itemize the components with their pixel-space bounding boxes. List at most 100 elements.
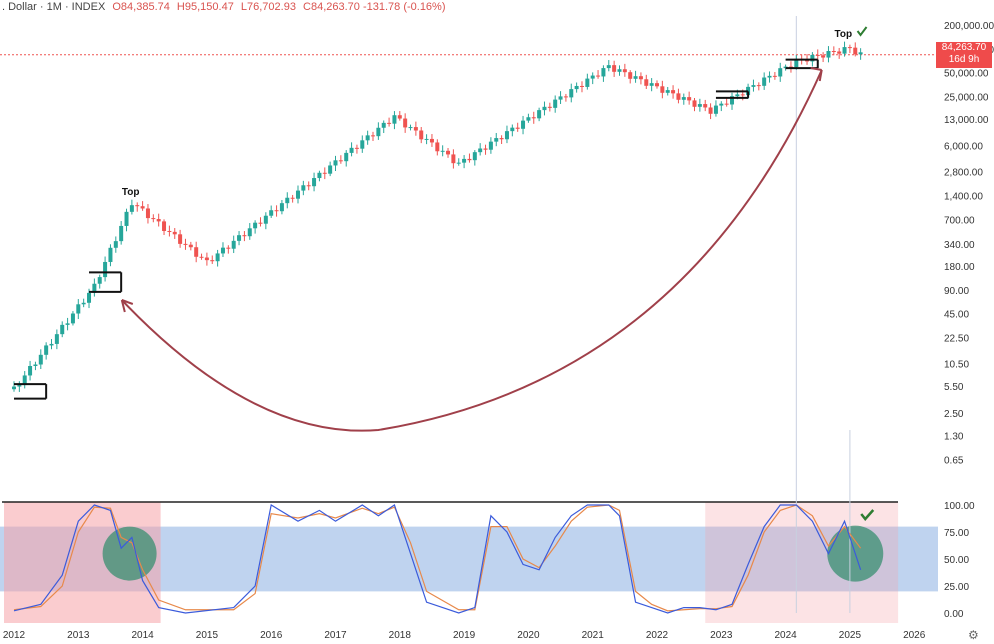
y-tick-label: 340.00 bbox=[944, 240, 975, 251]
candle-body bbox=[558, 96, 563, 100]
last-price-value: 84,263.70 bbox=[941, 42, 987, 53]
candle-body bbox=[387, 122, 392, 124]
stoch-d-line bbox=[13, 504, 862, 612]
top-label-2025: Top bbox=[835, 29, 853, 40]
candle-body bbox=[397, 115, 402, 119]
osc-y-tick-label: 50.00 bbox=[944, 555, 969, 566]
candle-body bbox=[290, 197, 295, 199]
candle-body bbox=[815, 54, 820, 56]
candle-body bbox=[462, 158, 467, 163]
candle-body bbox=[767, 75, 772, 78]
candle-body bbox=[129, 205, 134, 212]
stoch-k-line bbox=[13, 504, 862, 614]
candle-body bbox=[376, 127, 381, 137]
candle-body bbox=[563, 96, 568, 98]
highlight-circle-2013 bbox=[102, 526, 157, 581]
change-value: -131.78 (-0.16%) bbox=[362, 1, 446, 13]
x-tick-label: 2018 bbox=[389, 630, 412, 641]
candle-body bbox=[360, 140, 365, 149]
candle-body bbox=[65, 323, 70, 325]
close-label: C bbox=[303, 1, 311, 13]
candle-body bbox=[756, 85, 761, 87]
x-tick-label: 2024 bbox=[774, 630, 797, 641]
candle-body bbox=[788, 66, 793, 68]
candle-body bbox=[258, 222, 263, 224]
candle-body bbox=[424, 138, 429, 140]
top-label-2013: Top bbox=[122, 187, 140, 198]
candle-body bbox=[644, 79, 649, 86]
candle-body bbox=[585, 78, 590, 87]
range-box-2013 bbox=[89, 271, 123, 293]
candle-body bbox=[49, 343, 54, 346]
x-tick-label: 2015 bbox=[196, 630, 219, 641]
candle-body bbox=[231, 240, 236, 249]
candle-body bbox=[413, 127, 418, 131]
candle-countdown: 16d 9h bbox=[948, 54, 980, 65]
y-tick-label: 10.50 bbox=[944, 360, 969, 371]
y-tick-label: 25,000.00 bbox=[944, 92, 989, 103]
candle-body bbox=[54, 334, 59, 344]
candle-body bbox=[17, 385, 22, 387]
osc-y-tick-label: 0.00 bbox=[944, 609, 964, 620]
x-tick-label: 2025 bbox=[839, 630, 862, 641]
candle-body bbox=[12, 386, 16, 390]
candle-body bbox=[446, 150, 451, 155]
candle-body bbox=[156, 219, 161, 222]
y-tick-label: 2,800.00 bbox=[944, 168, 983, 179]
candle-body bbox=[638, 76, 643, 80]
y-tick-label: 90.00 bbox=[944, 286, 969, 297]
candle-body bbox=[858, 52, 863, 55]
candle-body bbox=[483, 148, 488, 150]
candle-body bbox=[504, 131, 509, 140]
open-value: 84,385.74 bbox=[120, 1, 170, 13]
x-tick-label: 2016 bbox=[260, 630, 283, 641]
y-tick-label: 2.50 bbox=[944, 409, 964, 420]
range-box-2023 bbox=[715, 90, 750, 99]
candle-body bbox=[70, 313, 75, 324]
candle-body bbox=[140, 206, 145, 209]
x-tick-label: 2014 bbox=[131, 630, 154, 641]
candle-body bbox=[210, 260, 215, 262]
candle-body bbox=[697, 104, 702, 107]
candle-body bbox=[92, 283, 97, 293]
close-value: 84,263.70 bbox=[310, 1, 360, 13]
y-tick-label: 180.00 bbox=[944, 262, 975, 273]
candle-body bbox=[794, 58, 799, 68]
candle-body bbox=[354, 147, 359, 149]
x-tick-label: 2023 bbox=[710, 630, 733, 641]
y-tick-label: 22.50 bbox=[944, 334, 969, 345]
candle-body bbox=[590, 75, 595, 79]
candle-body bbox=[494, 138, 499, 142]
candle-body bbox=[821, 55, 826, 58]
candle-body bbox=[247, 228, 252, 237]
candle-body bbox=[28, 365, 33, 376]
candle-body bbox=[237, 235, 242, 241]
candle-body bbox=[215, 253, 220, 262]
candle-body bbox=[671, 90, 676, 94]
candle-body bbox=[762, 77, 767, 86]
candle-body bbox=[408, 127, 413, 129]
candle-body bbox=[510, 127, 515, 132]
y-tick-label: 0.65 bbox=[944, 455, 964, 466]
candle-body bbox=[151, 218, 156, 220]
x-tick-label: 2019 bbox=[453, 630, 476, 641]
x-tick-label: 2021 bbox=[582, 630, 605, 641]
candle-body bbox=[381, 122, 386, 128]
osc-y-tick-label: 75.00 bbox=[944, 528, 969, 539]
candle-body bbox=[730, 96, 735, 105]
candle-body bbox=[269, 210, 274, 216]
candle-body bbox=[826, 50, 831, 58]
candle-body bbox=[172, 231, 177, 235]
settings-gear-icon[interactable]: ⚙ bbox=[968, 628, 979, 642]
candle-body bbox=[547, 106, 552, 108]
candle-body bbox=[740, 94, 745, 96]
candle-body bbox=[531, 117, 536, 119]
candle-body bbox=[349, 147, 354, 153]
low-label: L bbox=[240, 1, 247, 13]
candle-body bbox=[649, 83, 654, 86]
last-price-tag: 84,263.70 16d 9h bbox=[936, 42, 992, 68]
high-value: 95,150.47 bbox=[184, 1, 234, 13]
osc-y-tick-label: 100.00 bbox=[944, 501, 975, 512]
candle-body bbox=[617, 69, 622, 72]
